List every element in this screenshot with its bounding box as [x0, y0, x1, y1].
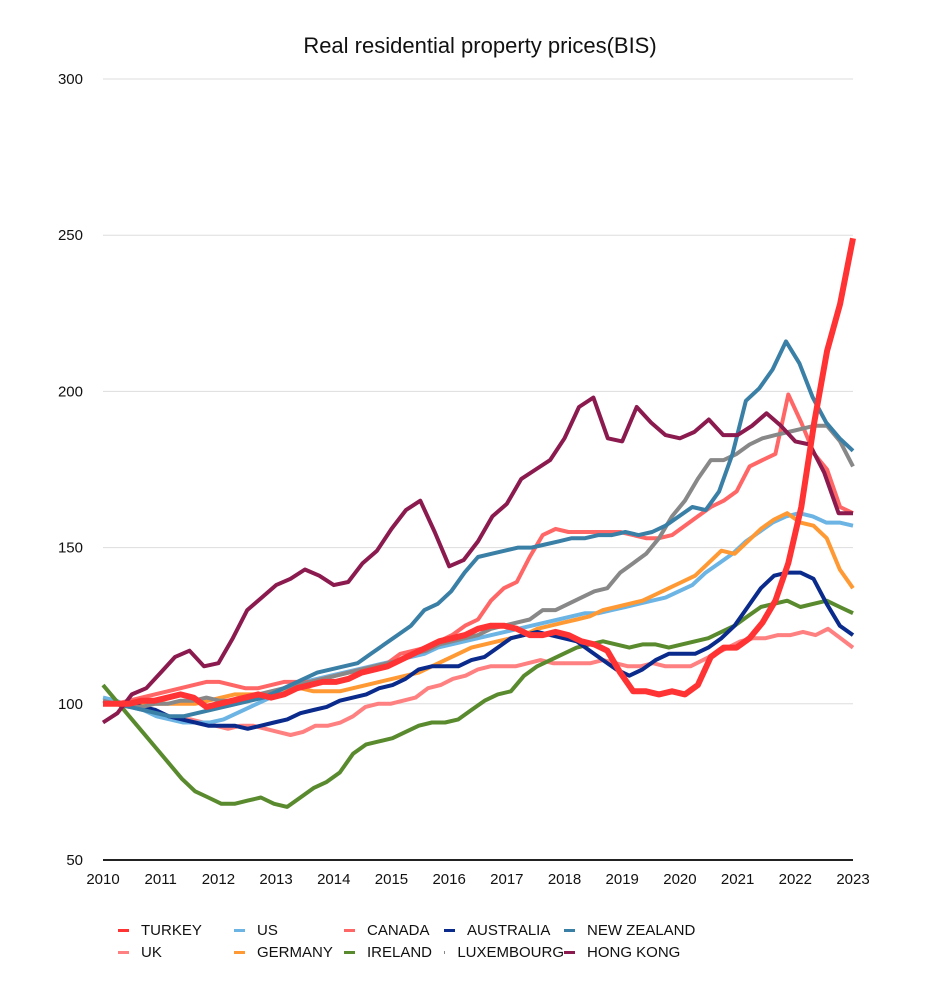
series-lines [101, 237, 856, 809]
legend-item-uk: UK [118, 942, 234, 962]
y-tick-label: 300 [58, 71, 83, 88]
legend-item-canada: CANADA [344, 920, 444, 940]
legend-label: CANADA [367, 921, 430, 939]
x-axis-ticks: 2010 2011 2012 2013 2014 2015 2016 2017 2018 2019… [86, 871, 869, 888]
legend-swatch [564, 950, 575, 954]
y-tick-label: 200 [58, 383, 83, 400]
legend-label: LUXEMBOURG [457, 943, 564, 961]
y-tick-label: 150 [58, 540, 83, 557]
x-tick-label: 2010 [86, 871, 119, 888]
legend-item-ireland: IRELAND [344, 942, 444, 962]
legend-swatch [564, 928, 575, 932]
legend-swatch [344, 950, 355, 954]
legend-item-luxembourg: LUXEMBOURG [444, 942, 564, 962]
legend-item-australia: AUSTRALIA [444, 920, 564, 940]
legend-label: IRELAND [367, 943, 433, 961]
legend-item-germany: GERMANY [234, 942, 344, 962]
x-tick-label: 2014 [317, 871, 350, 888]
legend-label: HONG KONG [587, 943, 681, 961]
legend-swatch [118, 928, 129, 932]
y-tick-label: 250 [58, 227, 83, 244]
x-tick-label: 2013 [259, 871, 292, 888]
legend-item-hong-kong: HONG KONG [564, 942, 714, 962]
legend-item-turkey: TURKEY [118, 920, 234, 940]
series-line-new-zealand [103, 339, 855, 719]
x-tick-label: 2016 [432, 871, 465, 888]
x-tick-label: 2015 [375, 871, 408, 888]
legend-swatch [234, 950, 245, 954]
legend-label: UK [141, 943, 162, 961]
series-line-hong-kong [101, 395, 853, 725]
y-tick-label: 50 [66, 852, 83, 869]
legend-label: AUSTRALIA [467, 921, 551, 939]
series-line-turkey [103, 237, 856, 710]
x-tick-label: 2020 [663, 871, 696, 888]
legend-swatch [234, 928, 245, 932]
x-tick-label: 2012 [202, 871, 235, 888]
x-tick-label: 2021 [721, 871, 754, 888]
legend: TURKEY US CANADA AUSTRALIA NEW ZEALAND UK GERM… [118, 920, 714, 962]
x-tick-label: 2019 [606, 871, 639, 888]
x-tick-label: 2017 [490, 871, 523, 888]
series-line-us [102, 511, 854, 725]
y-tick-label: 100 [58, 696, 83, 713]
series-line-australia [103, 570, 855, 731]
x-tick-label: 2011 [145, 871, 177, 888]
legend-item-us: US [234, 920, 344, 940]
series-line-ireland [101, 598, 854, 809]
series-line-canada [103, 392, 854, 706]
gridlines [103, 78, 853, 705]
legend-swatch [444, 928, 455, 932]
y-axis-ticks: 50 100 150 200 250 300 [58, 71, 83, 869]
legend-swatch [344, 928, 355, 932]
legend-label: US [257, 921, 278, 939]
legend-item-new-zealand: NEW ZEALAND [564, 920, 714, 940]
series-line-germany [103, 511, 855, 706]
legend-label: GERMANY [257, 943, 333, 961]
x-tick-label: 2018 [548, 871, 581, 888]
legend-swatch [444, 950, 446, 954]
x-tick-label: 2023 [836, 871, 869, 888]
legend-label: TURKEY [141, 921, 202, 939]
legend-swatch [118, 950, 129, 954]
x-tick-label: 2022 [779, 871, 812, 888]
legend-label: NEW ZEALAND [587, 921, 696, 939]
chart-title: Real residential property prices(BIS) [303, 33, 656, 58]
